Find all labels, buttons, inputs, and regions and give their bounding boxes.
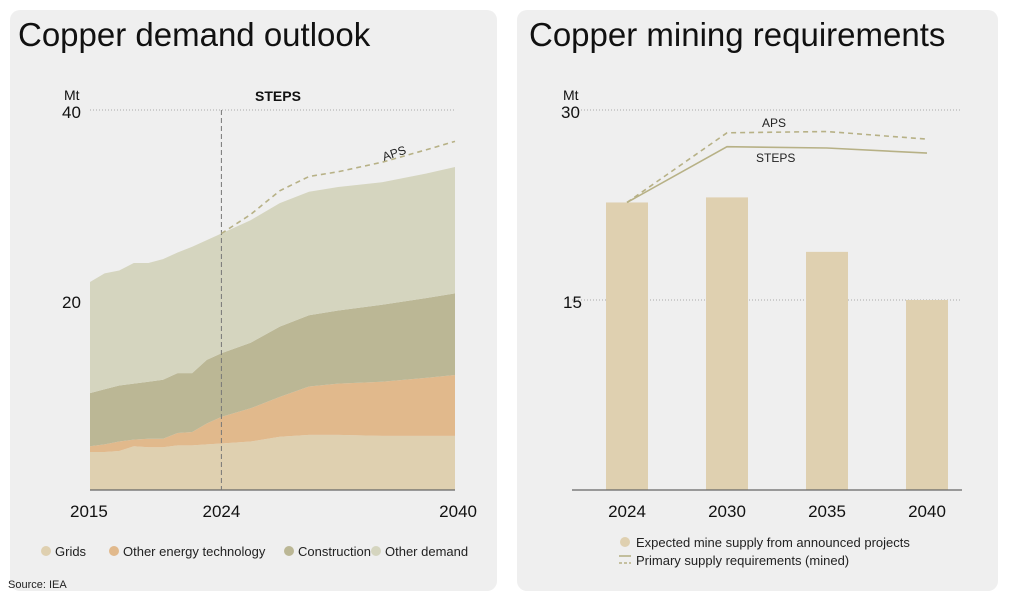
legend-label-grids: Grids [55, 544, 87, 559]
bar-2024 [606, 202, 648, 490]
legend-label-bars: Expected mine supply from announced proj… [636, 535, 910, 550]
area-construction [90, 293, 455, 447]
bar-2035 [806, 251, 848, 490]
legend-swatch-construction [284, 546, 294, 556]
legend-label-lines: Primary supply requirements (mined) [636, 553, 849, 568]
line-aps [626, 130, 928, 204]
legend-swatch-other_energy [109, 546, 119, 556]
area-other_energy [90, 375, 455, 452]
legend-label-other_energy: Other energy technology [123, 544, 266, 559]
aps-label: APS [381, 143, 408, 164]
ytick-40: 40 [62, 103, 81, 122]
y-unit-right: Mt [563, 87, 579, 103]
xtick-2040: 2040 [439, 502, 477, 521]
legend-swatch-other_demand [371, 546, 381, 556]
area-other_demand [90, 167, 455, 394]
source-note: Source: IEA [8, 579, 67, 591]
xtick-2030: 2030 [708, 502, 746, 521]
bar-2030 [706, 197, 748, 490]
ytick-20: 20 [62, 293, 81, 312]
legend-label-other_demand: Other demand [385, 544, 468, 559]
xtick-2015: 2015 [70, 502, 108, 521]
y-unit: Mt [64, 87, 80, 103]
xtick-2040: 2040 [908, 502, 946, 521]
xtick-2024: 2024 [608, 502, 646, 521]
demand-chart-title: Copper demand outlook [18, 16, 371, 53]
legend-label-construction: Construction [298, 544, 371, 559]
aps-line [220, 140, 456, 235]
ytick-30: 30 [561, 103, 580, 122]
xtick-2024: 2024 [202, 502, 240, 521]
aps-line-label: APS [762, 116, 786, 130]
legend-swatch-grids [41, 546, 51, 556]
xtick-2035: 2035 [808, 502, 846, 521]
area-grids [90, 434, 455, 490]
steps-line-label: STEPS [756, 151, 795, 165]
bar-2040 [906, 300, 948, 490]
ytick-15: 15 [563, 293, 582, 312]
line-steps [626, 145, 928, 204]
legend-swatch-bars [620, 537, 630, 547]
steps-annotation: STEPS [255, 88, 301, 104]
mining-chart-title: Copper mining requirements [529, 16, 946, 53]
